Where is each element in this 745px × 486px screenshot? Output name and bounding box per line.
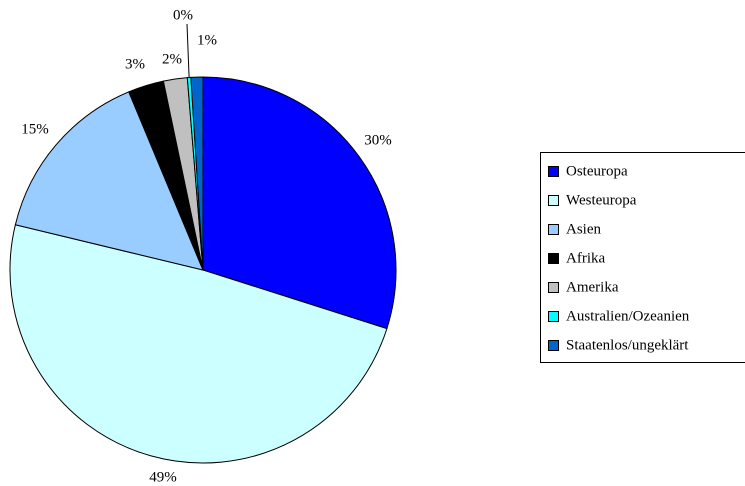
legend-swatch	[548, 311, 559, 322]
pie-slice	[9, 224, 388, 464]
pie-slice	[202, 76, 397, 330]
legend-swatch	[548, 340, 559, 351]
legend-swatch	[548, 224, 559, 235]
leader-line	[186, 23, 190, 78]
pie-slice	[190, 76, 204, 271]
legend-label: Westeuropa	[566, 192, 637, 208]
data-label: 15%	[21, 121, 49, 137]
legend-box	[540, 152, 745, 363]
legend-label: Staatenlos/ungeklärt	[566, 337, 689, 353]
data-label: 0%	[173, 7, 193, 23]
data-label: 30%	[364, 132, 392, 148]
legend-label: Afrika	[566, 250, 605, 266]
data-label: 2%	[162, 51, 182, 67]
legend-label: Amerika	[566, 279, 619, 295]
legend-swatch	[548, 195, 559, 206]
data-label: 3%	[125, 56, 145, 72]
data-label: 1%	[197, 32, 217, 48]
legend-label: Osteuropa	[566, 163, 628, 179]
legend-swatch	[548, 282, 559, 293]
legend-swatch	[548, 166, 559, 177]
legend-label: Asien	[566, 221, 601, 237]
legend-label: Australien/Ozeanien	[566, 308, 690, 324]
legend-swatch	[548, 253, 559, 264]
pie-slice	[14, 91, 204, 271]
data-label: 49%	[149, 469, 177, 485]
